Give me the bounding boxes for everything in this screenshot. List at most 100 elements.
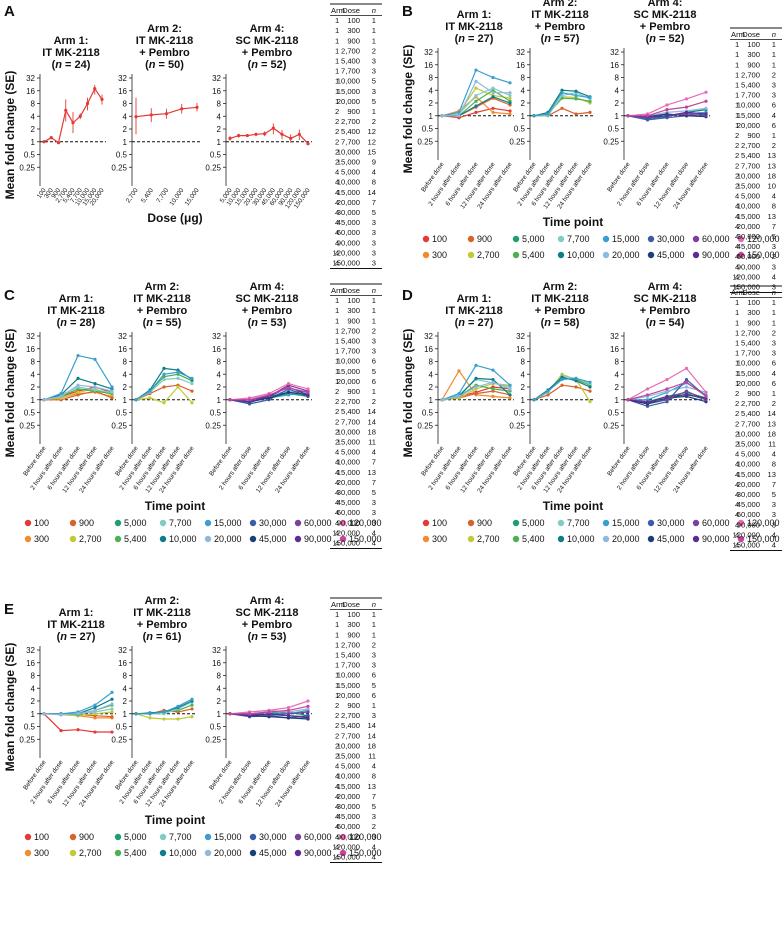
data-point bbox=[42, 712, 46, 716]
y-axis-label: Mean fold change (SE) bbox=[401, 45, 415, 174]
data-point bbox=[110, 730, 114, 734]
data-point bbox=[457, 114, 461, 118]
data-point bbox=[176, 385, 180, 389]
y-tick-label: 1 bbox=[217, 396, 222, 405]
table-cell-arm: 4 bbox=[335, 508, 339, 517]
data-point bbox=[440, 398, 444, 402]
table-cell-arm: 1 bbox=[335, 77, 339, 86]
data-point bbox=[286, 708, 291, 712]
subplot-title-line: SC MK-2118 bbox=[634, 9, 697, 21]
table-cell-dose: 100 bbox=[347, 16, 360, 25]
y-tick-label: 0.25 bbox=[111, 421, 127, 430]
y-tick-label: 8 bbox=[31, 358, 36, 367]
table-cell-dose: 900 bbox=[747, 389, 760, 398]
y-tick-label: 16 bbox=[118, 345, 127, 354]
y-tick-label: 0.5 bbox=[422, 125, 434, 134]
table-cell-arm: 4 bbox=[735, 252, 739, 261]
table-cell-n: 5 bbox=[372, 681, 376, 690]
y-tick-label: 4 bbox=[615, 86, 620, 95]
subplot-title-line: Arm 2: bbox=[145, 281, 180, 293]
table-header-n: n bbox=[372, 286, 376, 295]
legend-label: 2,700 bbox=[79, 848, 102, 858]
legend-label: 5,400 bbox=[522, 250, 545, 260]
data-point bbox=[162, 372, 166, 376]
legend-marker bbox=[512, 535, 520, 543]
table-cell-arm: 2 bbox=[735, 429, 739, 438]
legend-marker bbox=[24, 833, 32, 841]
legend-marker bbox=[467, 519, 475, 527]
legend-marker bbox=[422, 535, 430, 543]
table-cell-dose: 30,000 bbox=[337, 802, 360, 811]
y-tick-label: 0.5 bbox=[24, 151, 36, 160]
y-tick-label: 1 bbox=[521, 396, 526, 405]
y-tick-label: 2 bbox=[123, 383, 128, 392]
series-line-20,000 bbox=[442, 80, 510, 117]
table-cell-n: 3 bbox=[372, 508, 376, 517]
data-point bbox=[59, 729, 63, 733]
data-point bbox=[149, 113, 153, 117]
table-cell-dose: 7,700 bbox=[741, 91, 760, 100]
legend-label: 900 bbox=[79, 518, 94, 528]
data-point bbox=[247, 712, 252, 716]
legend-label: 100 bbox=[432, 518, 447, 528]
subplot-title-line: IT MK-2118 bbox=[47, 305, 104, 317]
table-cell-n: 14 bbox=[368, 721, 376, 730]
subplot-title-line: IT MK-2118 bbox=[133, 293, 190, 305]
table-cell-dose: 2,700 bbox=[741, 399, 760, 408]
y-tick-label: 8 bbox=[429, 358, 434, 367]
table-cell-dose: 100 bbox=[347, 296, 360, 305]
legend-label: 90,000 bbox=[304, 534, 332, 544]
table-header-arm: Arm bbox=[731, 288, 745, 297]
legend-label: 30,000 bbox=[259, 832, 287, 842]
table-cell-n: 5 bbox=[372, 488, 376, 497]
y-axis-label: Mean fold change (SE) bbox=[401, 329, 415, 458]
table-cell-n: 3 bbox=[372, 812, 376, 821]
panel-letter: E bbox=[4, 601, 14, 618]
data-point bbox=[190, 697, 194, 701]
data-point bbox=[71, 121, 75, 125]
table-cell-dose: 7,700 bbox=[741, 161, 760, 170]
data-point bbox=[665, 387, 669, 391]
subplot-title-line: + Pembro bbox=[242, 619, 293, 631]
table-cell-arm: 1 bbox=[735, 70, 739, 79]
subplot-title-line: (n = 50) bbox=[145, 59, 184, 71]
data-point bbox=[176, 717, 180, 721]
y-tick-label: 0.5 bbox=[24, 409, 36, 418]
table-cell-dose: 5,000 bbox=[741, 192, 760, 201]
x-category-label: 12 hours after dose bbox=[255, 445, 293, 494]
table-cell-n: 1 bbox=[372, 620, 376, 629]
table-cell-dose: 10,000 bbox=[737, 460, 760, 469]
table-cell-arm: 4 bbox=[335, 842, 339, 851]
subplot-title-line: + Pembro bbox=[640, 305, 691, 317]
table-cell-arm: 2 bbox=[335, 127, 339, 136]
legend-label: 30,000 bbox=[259, 518, 287, 528]
subplot-title-line: IT MK-2118 bbox=[531, 293, 588, 305]
legend-marker bbox=[467, 251, 475, 259]
legend-marker bbox=[339, 833, 347, 841]
table-cell-n: 1 bbox=[372, 316, 376, 325]
table-cell-n: 4 bbox=[372, 168, 376, 177]
table-cell-n: 7 bbox=[772, 222, 776, 231]
data-point bbox=[560, 106, 564, 110]
table-cell-arm: 4 bbox=[735, 242, 739, 251]
y-tick-label: 32 bbox=[212, 74, 221, 83]
legend-label: 2,700 bbox=[477, 250, 500, 260]
table-cell-n: 4 bbox=[772, 111, 776, 120]
table-cell-arm: 1 bbox=[735, 349, 739, 358]
table-cell-dose: 10,000 bbox=[337, 671, 360, 680]
legend-label: 2,700 bbox=[477, 534, 500, 544]
table-cell-n: 5 bbox=[772, 490, 776, 499]
data-point bbox=[508, 81, 512, 85]
table-cell-dose: 150,000 bbox=[333, 539, 360, 548]
subplot-title-line: (n = 52) bbox=[248, 59, 287, 71]
table-cell-arm: 1 bbox=[335, 316, 339, 325]
legend-marker bbox=[69, 833, 77, 841]
table-cell-arm: 1 bbox=[735, 91, 739, 100]
data-point bbox=[110, 707, 114, 711]
table-cell-n: 14 bbox=[368, 731, 376, 740]
legend-marker bbox=[692, 235, 700, 243]
table-cell-n: 3 bbox=[772, 283, 776, 292]
data-point bbox=[574, 379, 578, 383]
